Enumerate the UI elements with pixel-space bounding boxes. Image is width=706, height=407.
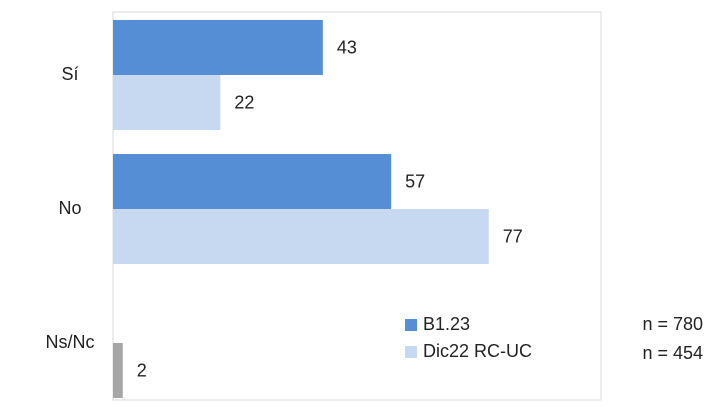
bar: [113, 154, 392, 209]
data-label: 77: [503, 226, 523, 246]
bar: [113, 20, 323, 75]
data-label: 22: [234, 92, 254, 112]
legend-label: Dic22 RC-UC: [423, 341, 532, 361]
y-tick-label: No: [58, 198, 81, 218]
data-label: 57: [405, 171, 425, 191]
bar: [113, 209, 489, 264]
data-label: 2: [137, 360, 147, 380]
annotation: n = 780: [642, 314, 703, 334]
legend-label: B1.23: [423, 314, 470, 334]
y-tick-label: Ns/Nc: [46, 332, 95, 352]
legend-swatch: [405, 319, 417, 331]
legend-swatch: [405, 346, 417, 358]
data-label: 43: [337, 37, 357, 57]
annotation: n = 454: [642, 343, 703, 363]
y-tick-label: Sí: [61, 64, 78, 84]
bar: [113, 75, 221, 130]
bar: [113, 343, 123, 398]
